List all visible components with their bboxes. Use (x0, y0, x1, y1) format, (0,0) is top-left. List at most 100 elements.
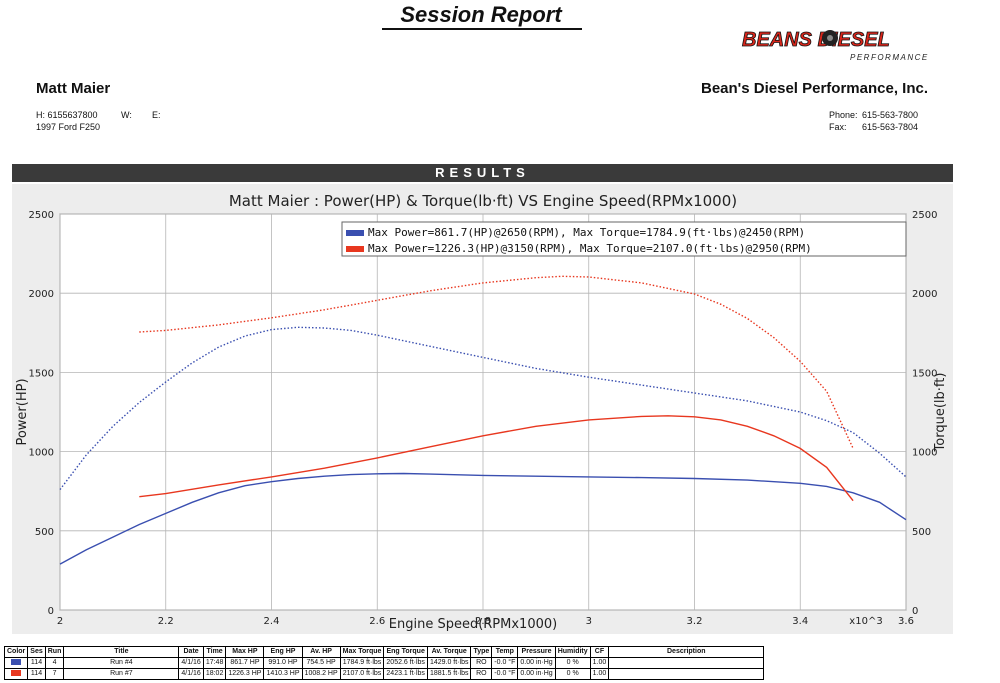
y-tick-label-left: 1000 (29, 448, 54, 459)
y-axis-label-left: Power(HP) (15, 378, 30, 445)
legend-box (341, 221, 907, 257)
color-swatch (11, 659, 22, 666)
x-tick-label: 3.2 (687, 616, 703, 627)
column-header: Description (608, 646, 765, 658)
column-header: Av. HP (301, 646, 341, 658)
brand-logo: BEANS DIESEL PERFORMANCE (742, 29, 929, 62)
y-tick-label-right: 2500 (912, 210, 937, 221)
table-cell: -0.0 °F (491, 668, 519, 680)
x-tick-label: 2.6 (369, 616, 385, 627)
y-tick-label-left: 500 (35, 527, 54, 538)
table-cell: 991.0 HP (263, 657, 303, 669)
y-tick-label-right: 1500 (912, 368, 937, 379)
table-cell: Run #4 (63, 657, 180, 669)
legend-entry: Max Power=861.7(HP)@2650(RPM), Max Torqu… (368, 226, 805, 239)
y-tick-label-left: 2500 (29, 210, 54, 221)
y-tick-label-left: 2000 (29, 289, 54, 300)
y-tick-label-left: 0 (48, 606, 54, 617)
column-header: Av. Torque (426, 646, 472, 658)
power-torque-chart: Matt Maier : Power(HP) & Torque(lb·ft) V… (15, 192, 948, 632)
column-header: CF (589, 646, 610, 658)
column-header: Type (470, 646, 493, 658)
torque-line-run-7 (139, 275, 854, 449)
x-tick-label: 3.4 (792, 616, 808, 627)
table-cell: Run #7 (63, 668, 180, 680)
column-header: Title (63, 646, 180, 658)
table-cell: -0.0 °F (491, 657, 519, 669)
table-cell: 1.00 (589, 657, 610, 669)
table-cell: 1226.3 HP (225, 668, 265, 680)
shop-phone-label: Phone: (829, 110, 858, 120)
shop-fax-label: Fax: (829, 122, 847, 132)
color-cell (3, 668, 29, 680)
table-cell: 1410.3 HP (263, 668, 303, 680)
shop-name: Bean's Diesel Performance, Inc. (701, 80, 928, 97)
column-header: Temp (491, 646, 519, 658)
shop-phone: 615-563-7800 (862, 110, 919, 120)
power-line-run-7 (139, 415, 854, 502)
x-axis-label: Engine Speed(RPMx1000) (389, 617, 557, 632)
table-cell: 2052.6 ft·lbs (383, 657, 428, 669)
table-cell: 2423.1 ft·lbs (383, 668, 428, 680)
column-header: Max HP (225, 646, 265, 658)
table-cell: 1.00 (589, 668, 610, 680)
turbo-icon-hub (827, 35, 833, 41)
column-header: Pressure (517, 646, 556, 658)
table-cell (608, 657, 765, 669)
table-cell: 0.00 in·Hg (517, 657, 556, 669)
column-header: Run (44, 646, 65, 658)
table-cell: 0 % (554, 657, 591, 669)
table-cell: 861.7 HP (225, 657, 265, 669)
x-tick-label: 3 (586, 616, 592, 627)
legend-entry: Max Power=1226.3(HP)@3150(RPM), Max Torq… (368, 242, 812, 255)
y-tick-label-right: 500 (912, 527, 931, 538)
table-row: 114 7 Run #7 4/1/16 18:02 1226.3 HP 1410.3 HP 1… (3, 668, 765, 680)
table-cell: 754.5 HP (301, 657, 341, 669)
table-cell: 1008.2 HP (301, 668, 341, 680)
table-cell: 1784.9 ft·lbs (339, 657, 385, 669)
customer-name: Matt Maier (36, 80, 111, 97)
x-tick-label: 2 (57, 616, 63, 627)
table-row: 114 4 Run #4 4/1/16 17:48 861.7 HP 991.0 HP 754… (3, 657, 765, 669)
table-cell: 18:02 (202, 668, 227, 680)
results-header: RESULTS (12, 164, 953, 182)
power-line-run-4 (59, 472, 907, 565)
color-cell (3, 657, 29, 669)
customer-work-phone: W: (121, 110, 132, 120)
table-cell: 0 % (554, 668, 591, 680)
table-cell: 2107.0 ft·lbs (339, 668, 385, 680)
table-cell: 114 (27, 657, 46, 669)
column-header: Time (202, 646, 227, 658)
column-header: Humidity (554, 646, 591, 658)
customer-home-phone: H: 6155637800 (36, 110, 98, 120)
logo-subtext: PERFORMANCE (850, 53, 929, 62)
x-multiplier-label: x10^3 (849, 616, 882, 627)
table-cell: 1429.0 ft·lbs (426, 657, 472, 669)
chart-panel: Matt Maier : Power(HP) & Torque(lb·ft) V… (12, 184, 953, 634)
vehicle-description: 1997 Ford F250 (36, 122, 101, 132)
shop-fax: 615-563-7804 (862, 122, 919, 132)
table-cell: 4 (44, 657, 65, 669)
column-header: Eng Torque (383, 646, 428, 658)
report-title: Session Report (400, 2, 562, 27)
table-cell: RO (470, 668, 493, 680)
logo-text: BEANS DIESEL (742, 29, 890, 51)
x-tick-label: 3.6 (898, 616, 914, 627)
results-table: Color Ses Run Title Date Time Max HP Eng HP Av. … (3, 646, 765, 680)
table-cell: 0.00 in·Hg (517, 668, 556, 680)
table-cell: 4/1/16 (178, 657, 204, 669)
legend-swatch (346, 246, 364, 252)
y-tick-label-right: 1000 (912, 448, 937, 459)
chart-title: Matt Maier : Power(HP) & Torque(lb·ft) V… (229, 192, 737, 210)
table-cell (608, 668, 765, 680)
torque-line-run-4 (59, 326, 907, 491)
table-cell: 1881.5 ft·lbs (426, 668, 472, 680)
x-tick-label: 2.2 (158, 616, 174, 627)
table-cell: 7 (44, 668, 65, 680)
column-header: Color (3, 646, 29, 658)
title-underline (382, 28, 582, 30)
color-swatch (11, 670, 22, 677)
column-header: Date (178, 646, 204, 658)
column-header: Max Torque (339, 646, 385, 658)
y-axis-label-right: Torque(lb·ft) (933, 373, 948, 453)
